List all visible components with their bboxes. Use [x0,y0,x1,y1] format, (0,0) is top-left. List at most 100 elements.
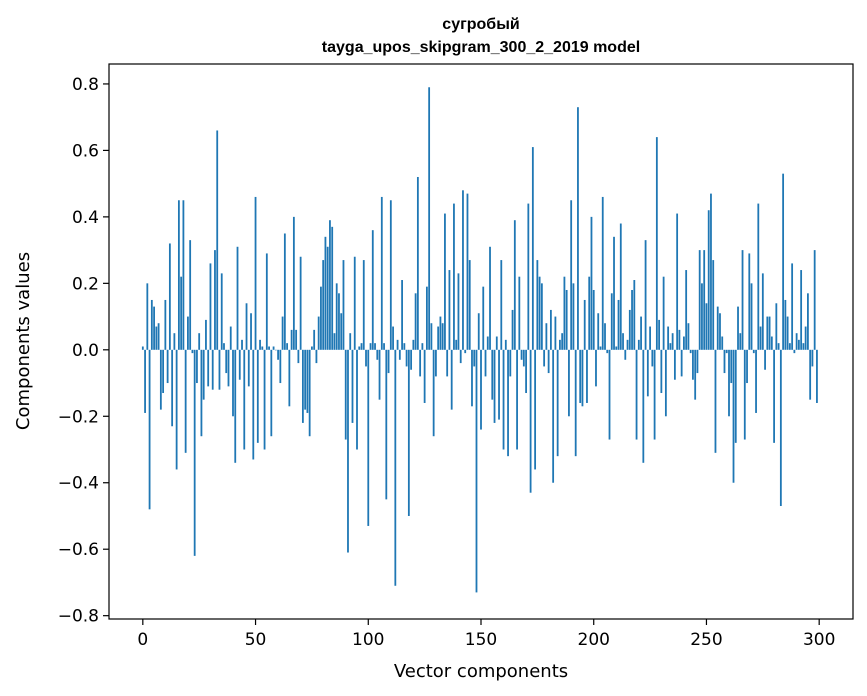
bar-190 [570,200,573,350]
bar-249 [703,250,706,350]
bar-187 [563,276,566,350]
bar-43 [238,349,241,380]
bar-116 [403,343,406,350]
bar-64 [286,343,289,350]
bar-17 [180,276,183,350]
bar-108 [385,349,388,500]
bar-69 [297,349,300,364]
bar-81 [324,236,327,350]
bar-78 [317,316,320,350]
bar-106 [380,196,383,350]
bar-74 [308,349,311,437]
bar-159 [500,260,503,350]
bar-219 [635,349,638,440]
bar-173 [531,147,534,350]
bar-243 [689,349,692,354]
bar-49 [252,349,255,460]
bar-267 [743,349,746,440]
bar-24 [196,349,198,384]
bar-257 [721,336,724,350]
bar-200 [592,289,595,350]
bar-67 [292,216,295,350]
bar-262 [732,349,735,483]
bar-92 [349,333,352,350]
bar-246 [696,349,699,374]
bar-51 [256,349,259,443]
y-tick-label: 0.6 [72,141,99,161]
bar-89 [342,260,345,350]
bar-32 [214,250,216,350]
bar-260 [728,349,730,417]
bar-273 [757,203,760,350]
bar-34 [218,349,221,390]
bar-149 [477,313,480,350]
bar-42 [236,246,239,350]
bar-252 [710,193,712,350]
bar-80 [322,260,325,350]
bar-201 [595,349,597,387]
bar-91 [347,349,349,553]
bar-153 [486,336,489,350]
bar-170 [525,349,527,394]
bar-264 [737,306,739,350]
bar-266 [741,250,744,350]
bar-79 [320,286,322,350]
bar-113 [396,339,399,350]
bar-224 [646,349,649,397]
bar-71 [301,349,304,423]
bar-162 [507,349,509,457]
bar-263 [734,349,737,443]
bar-65 [288,349,291,407]
bar-289 [793,349,796,354]
bar-277 [766,316,769,350]
bar-138 [453,203,455,350]
bar-208 [610,293,613,350]
y-tick-label: −0.8 [58,607,99,627]
bar-133 [441,323,444,350]
bar-37 [225,349,228,374]
x-tick-label: 0 [137,630,148,650]
bar-30 [209,263,212,350]
bar-155 [491,349,494,400]
chart-title: сугробый [442,16,519,33]
bar-61 [279,349,282,384]
bar-169 [522,349,525,367]
bar-232 [664,349,667,417]
bar-40 [232,349,234,417]
bar-117 [405,349,408,367]
bar-115 [401,280,403,350]
bar-50 [254,196,257,350]
bar-72 [304,349,307,410]
bar-11 [166,349,169,384]
bar-145 [468,260,471,350]
bar-146 [471,349,473,407]
bar-104 [376,349,379,360]
bar-205 [604,323,606,350]
bar-130 [435,349,437,377]
bar-86 [335,283,338,350]
bar-234 [669,343,672,350]
y-axis: −0.8 −0.6 −0.4 −0.2 0.0 0.2 0.4 0.6 0.8 [58,75,109,627]
bar-203 [599,346,602,350]
bar-33 [216,130,219,350]
bar-268 [746,349,748,384]
bar-210 [615,346,618,350]
bar-283 [779,349,782,507]
bar-222 [642,349,645,463]
bar-87 [338,293,340,350]
bar-194 [579,349,582,403]
bar-126 [425,286,428,350]
bar-77 [315,349,318,364]
bar-90 [344,349,347,440]
bar-95 [356,349,358,450]
bar-295 [807,293,809,350]
bar-70 [299,256,302,350]
bar-46 [245,303,248,350]
bar-229 [658,319,661,350]
bar-212 [619,223,622,350]
bar-154 [489,246,491,350]
bar-152 [484,349,487,377]
bar-198 [588,276,591,350]
bar-85 [333,333,336,350]
bar-140 [457,273,460,350]
